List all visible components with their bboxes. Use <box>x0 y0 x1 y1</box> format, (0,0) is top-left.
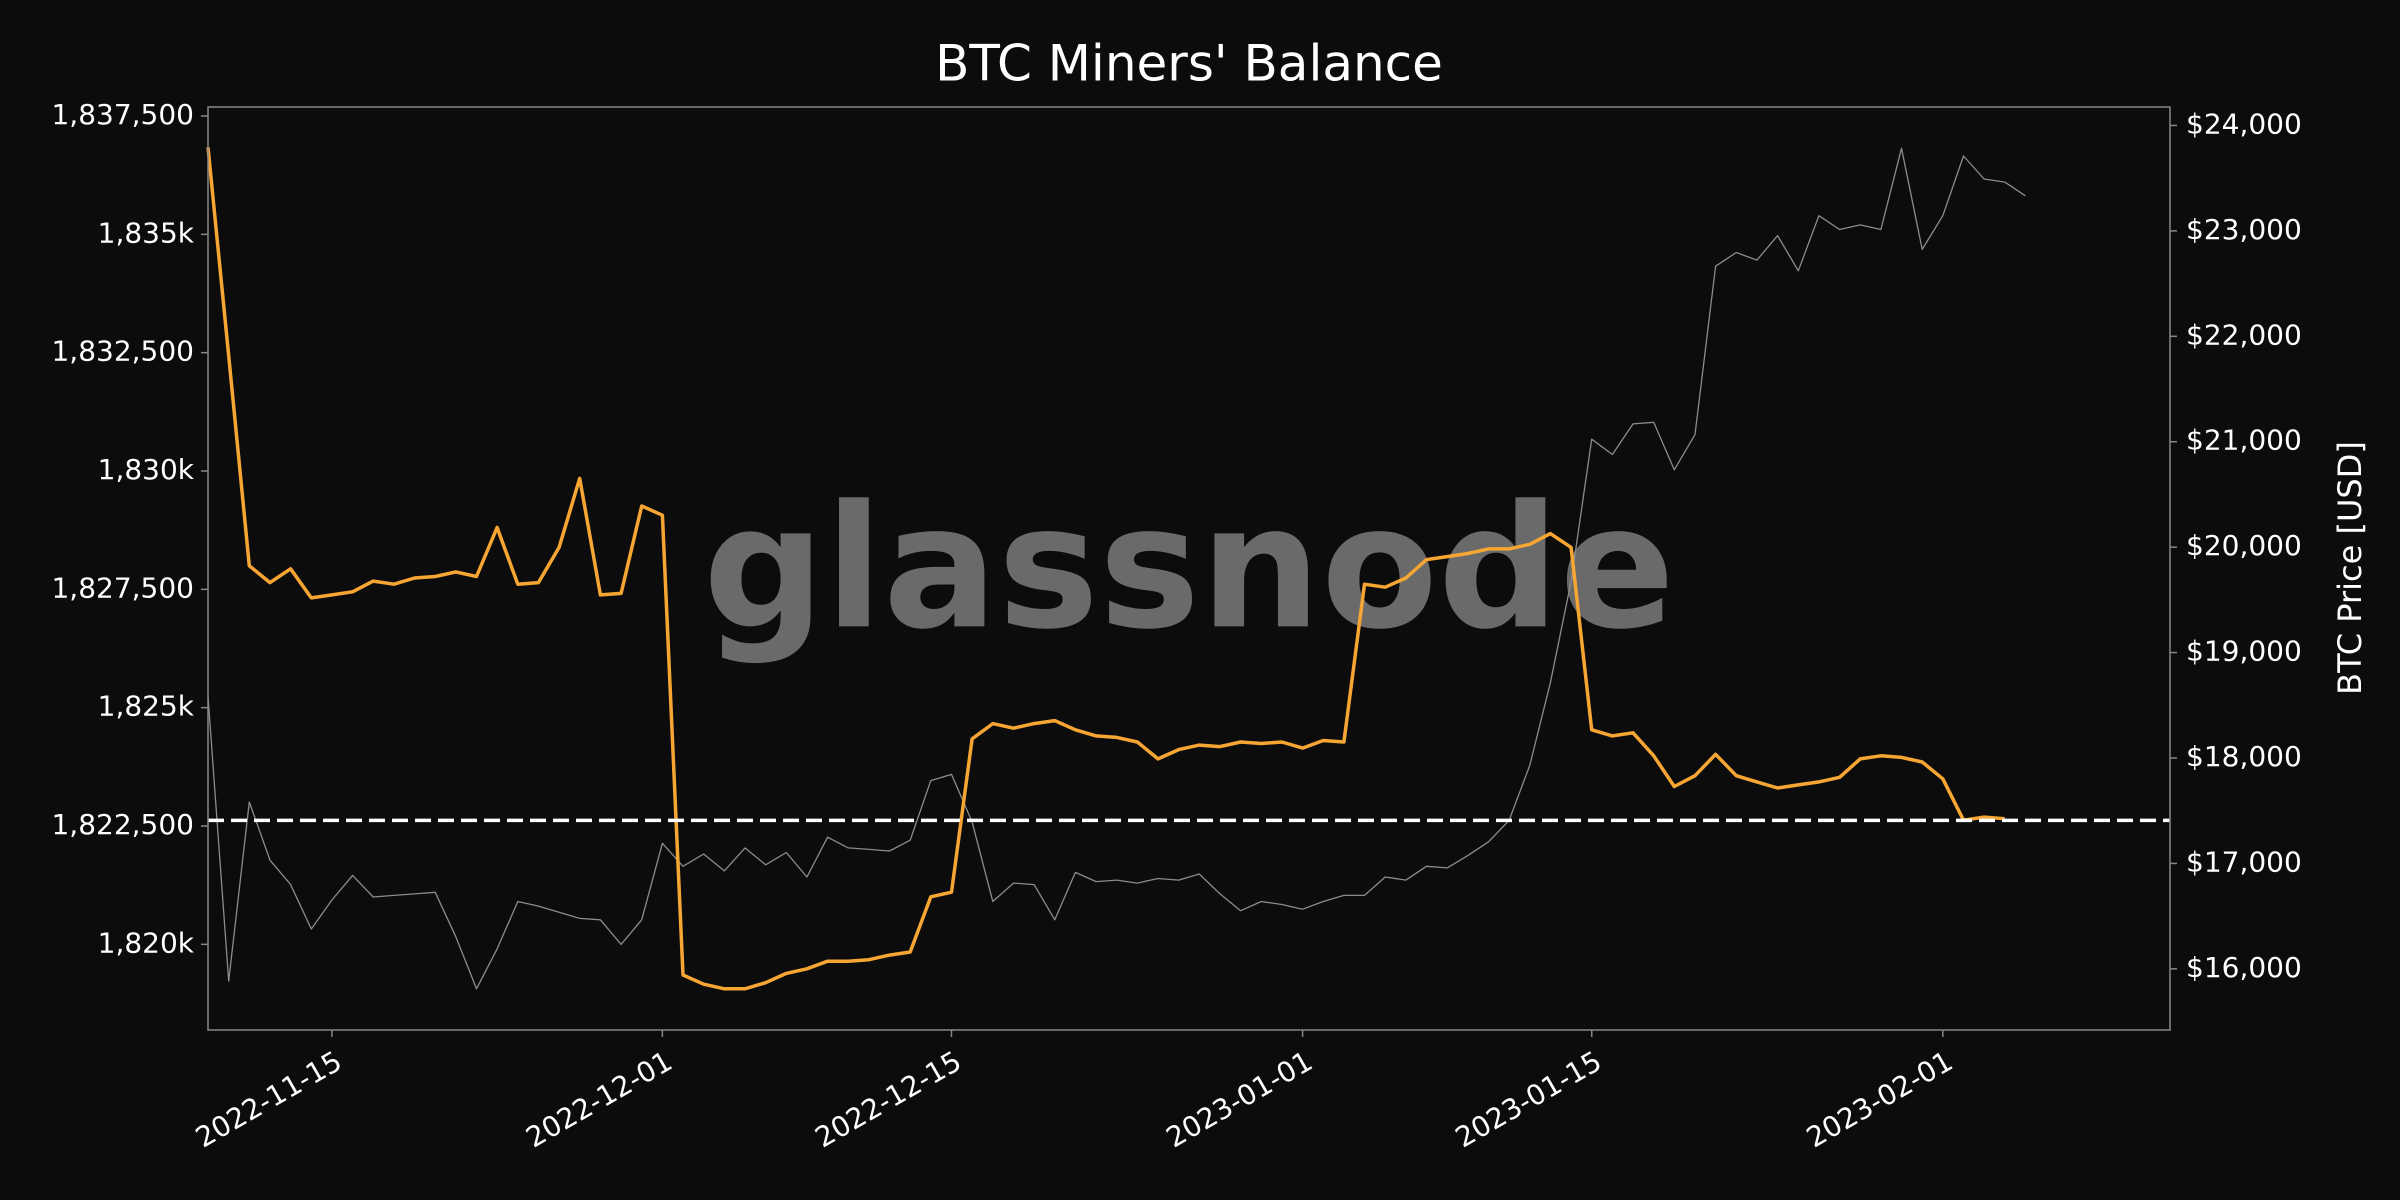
y-tick-label: 1,837,500 <box>51 98 194 131</box>
y-tick-label: 1,827,500 <box>51 571 194 604</box>
y-tick-label: 1,830k <box>98 453 195 486</box>
y2-tick-label: $17,000 <box>2186 845 2302 878</box>
y2-tick-label: $24,000 <box>2186 107 2302 140</box>
y-tick-label: 1,822,500 <box>51 808 194 841</box>
y2-tick-label: $18,000 <box>2186 740 2302 773</box>
y2-tick-label: $20,000 <box>2186 529 2302 562</box>
series-line <box>206 147 2005 991</box>
y2-tick-label: $22,000 <box>2186 318 2302 351</box>
watermark: glassnode <box>703 469 1675 667</box>
y2-tick-label: $23,000 <box>2186 213 2302 246</box>
y2-tick-label: $19,000 <box>2186 635 2302 668</box>
y2-tick-label: $16,000 <box>2186 951 2302 984</box>
y-tick-label: 1,820k <box>98 926 195 959</box>
series-line <box>207 147 2026 990</box>
y2-tick-label: $21,000 <box>2186 424 2302 457</box>
chart-title: BTC Miners' Balance <box>935 35 1443 93</box>
y-tick-label: 1,825k <box>98 690 195 723</box>
y2-axis-label: BTC Price [USD] <box>2331 441 2369 695</box>
plot-frame <box>207 106 2171 1031</box>
y-tick-label: 1,832,500 <box>51 335 194 368</box>
y-tick-label: 1,835k <box>98 216 195 249</box>
